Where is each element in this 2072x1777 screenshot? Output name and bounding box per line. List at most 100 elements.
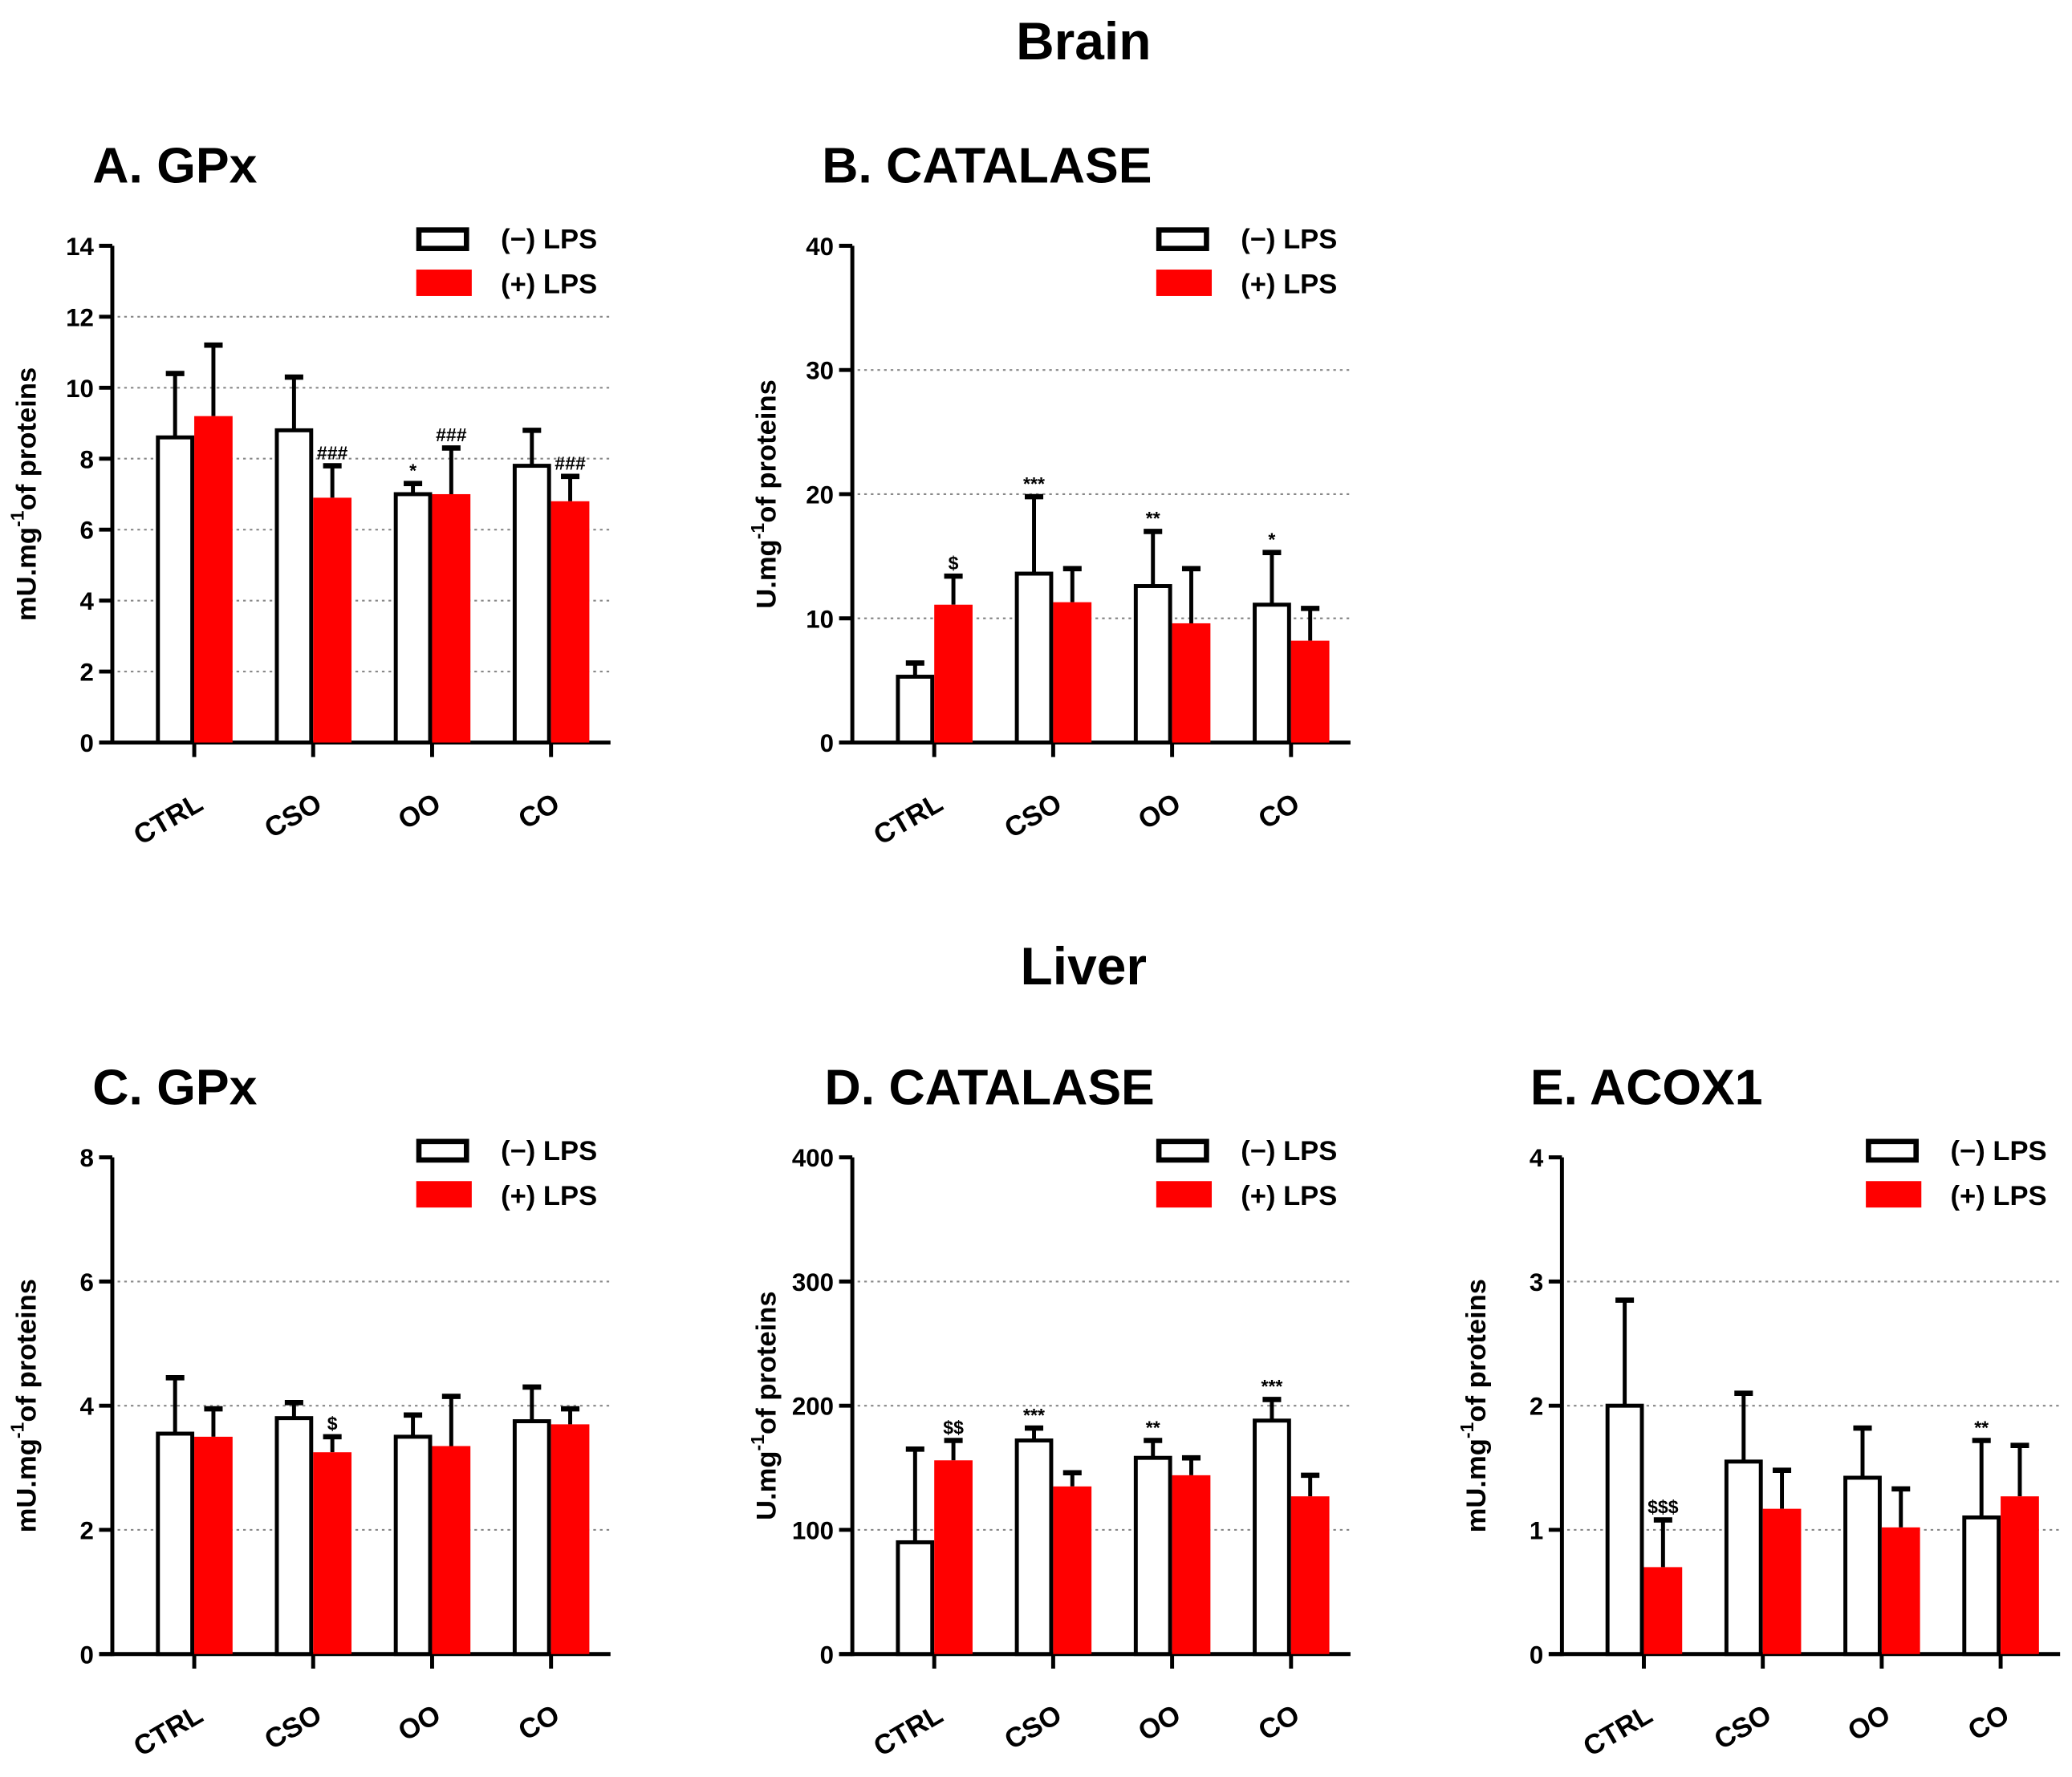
significance-label: $ [949,553,959,574]
legend-label-minus-lps: (−) LPS [1241,1136,1337,1166]
x-tick-label-co: CO [1253,788,1305,835]
bar-minus-lps-cso [1014,1438,1054,1657]
bar-plus-lps-cso [1053,1486,1092,1654]
significance-label: $$$ [1647,1496,1679,1517]
y-tick-label: 4 [1530,1144,1544,1172]
bar-plus-lps-oo [432,493,471,743]
y-tick-label: 0 [820,1641,834,1669]
bar-minus-lps-oo [1133,1455,1172,1657]
x-tick-label-cso: CSO [260,1699,327,1755]
x-tick-label-oo: OO [393,788,446,836]
y-tick-label: 6 [80,517,94,545]
y-tick-label: 30 [806,357,834,385]
bar-plus-lps-oo [432,1446,471,1654]
x-tick-label-co: CO [1253,1699,1305,1747]
y-tick-label: 3 [1530,1268,1543,1296]
y-axis-label-exponent: -1 [747,1434,768,1451]
y-tick-label: 4 [80,1393,95,1421]
legend-label-plus-lps: (+) LPS [1951,1181,2047,1211]
y-axis-label-unit: U.mg [752,539,782,608]
y-axis-label-exponent: -1 [7,1422,28,1438]
y-tick-label: 8 [80,445,94,473]
y-axis-label: U.mg-1of proteins [747,1291,782,1520]
x-tick-label-cso: CSO [1000,1699,1067,1755]
chart-title: B. CATALASE [822,137,1152,193]
bar-plus-lps-co [551,501,590,743]
bar-minus-lps-ctrl [1605,1403,1644,1657]
section-title-brain: Brain [1016,11,1151,71]
y-axis-label-suffix: of proteins [11,367,42,511]
significance-label: * [409,460,416,481]
y-axis-label: mU.mg-1of proteins [7,367,43,621]
bar-minus-lps-cso [274,1416,314,1657]
legend-label-minus-lps: (−) LPS [501,225,597,255]
y-tick-label: 10 [66,375,94,403]
bar-minus-lps-co [512,1419,551,1657]
x-tick-label-ctrl: CTRL [869,788,949,851]
significance-label: ### [555,453,586,474]
bar-minus-lps-cso [1724,1459,1763,1657]
y-tick-label: 6 [80,1268,94,1296]
y-axis-label-exponent: -1 [747,523,768,540]
bar-minus-lps-ctrl [896,1540,935,1657]
bar-plus-lps-cso [1762,1508,1802,1654]
bar-plus-lps-cso [313,497,352,743]
significance-label: ### [436,424,467,445]
chart-title: E. ACOX1 [1530,1060,1763,1116]
bar-plus-lps-co [1290,1496,1330,1654]
y-tick-label: 8 [80,1144,94,1172]
y-axis-label-unit: U.mg [752,1451,782,1520]
x-tick-label-oo: OO [393,1699,446,1747]
significance-label: *** [1023,473,1045,494]
bar-plus-lps-ctrl [1643,1567,1683,1654]
legend-swatch-minus-lps [1156,1138,1209,1163]
legend-label-plus-lps: (+) LPS [1241,270,1337,300]
legend-swatch-plus-lps [416,1181,472,1208]
chart-panel-b: B. CATALASE 0 10 20 30 40 U.mg-1of proteins CTR… [747,137,1351,851]
legend-label-minus-lps: (−) LPS [1951,1136,2047,1166]
legend-swatch-plus-lps [1866,1181,1922,1208]
y-tick-label: 200 [792,1393,834,1421]
legend-swatch-plus-lps [1156,1181,1213,1208]
y-axis-label-suffix: of proteins [11,1279,42,1422]
chart-panel-e: E. ACOX1 0 1 2 3 4 mU.mg-1of proteins CTRL CSO OO… [1456,1060,2061,1763]
significance-label: *** [1023,1405,1045,1426]
y-axis-label: U.mg-1of proteins [747,379,782,609]
y-tick-label: 2 [1530,1393,1543,1421]
y-axis-label-unit: mU.mg [11,1438,42,1532]
x-tick-label-ctrl: CTRL [1578,1699,1658,1763]
y-tick-label: 100 [792,1516,834,1544]
bar-minus-lps-co [1253,602,1291,745]
significance-label: ### [317,442,348,463]
y-tick-label: 400 [792,1144,834,1172]
significance-label: ** [1146,508,1160,529]
legend-swatch-minus-lps [416,227,469,251]
legend-label-minus-lps: (−) LPS [1241,225,1337,255]
y-tick-label: 10 [806,605,834,633]
bar-plus-lps-ctrl [194,416,233,743]
chart-title: C. GPx [92,1060,257,1116]
x-tick-label-ctrl: CTRL [128,788,208,851]
x-tick-label-co: CO [514,788,565,835]
x-tick-label-ctrl: CTRL [869,1699,949,1763]
y-tick-label: 40 [806,233,834,261]
legend-label-minus-lps: (−) LPS [501,1136,597,1166]
bar-plus-lps-oo [1172,1475,1211,1654]
bar-plus-lps-co [551,1424,590,1654]
chart-panel-c: C. GPx 0 2 4 6 8 mU.mg-1of proteins CTRL CSO OO CO… [7,1060,611,1763]
y-tick-label: 4 [80,587,95,615]
y-tick-label: 2 [80,659,94,687]
y-axis-label: mU.mg-1of proteins [1456,1279,1492,1532]
y-tick-label: 14 [66,233,94,261]
y-tick-label: 0 [820,729,834,757]
significance-label: $ [327,1414,338,1434]
bar-plus-lps-ctrl [194,1436,233,1654]
bar-minus-lps-ctrl [896,675,935,745]
y-tick-label: 0 [80,729,94,757]
bar-plus-lps-cso [1053,602,1092,743]
bar-minus-lps-oo [393,1434,433,1657]
legend-swatch-minus-lps [1156,227,1209,251]
y-tick-label: 0 [80,1641,94,1669]
chart-panel-d: D. CATALASE 0 100 200 300 400 U.mg-1of protein… [747,1060,1351,1763]
legend-swatch-plus-lps [416,270,472,296]
